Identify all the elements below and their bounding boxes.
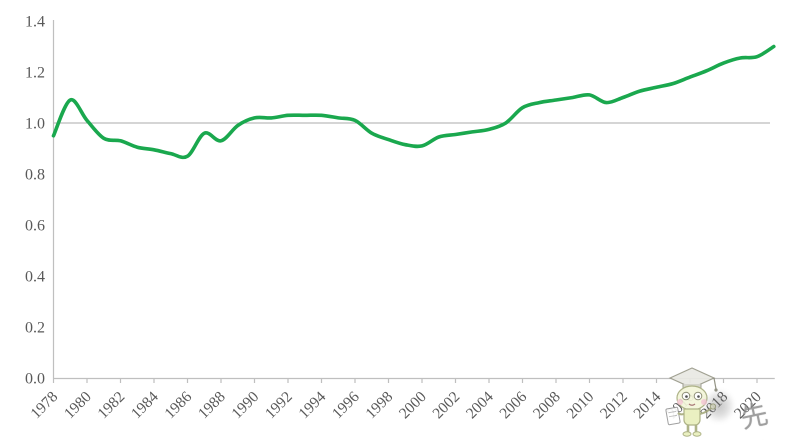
x-tick-label: 1988	[195, 388, 229, 422]
x-tick-label: 1978	[27, 388, 61, 422]
y-tick-label: 1.4	[25, 14, 45, 31]
y-tick-label: 0.8	[25, 167, 45, 184]
series-line	[51, 44, 776, 160]
x-tick-label: 2004	[463, 388, 497, 422]
x-tick-label: 1980	[61, 388, 95, 422]
x-tick-label: 2014	[630, 388, 664, 422]
y-tick-label: 0.4	[25, 269, 45, 286]
x-tick-label: 1984	[128, 388, 162, 422]
x-tick-label: 1996	[329, 388, 363, 422]
x-tick-label: 1982	[94, 388, 128, 422]
x-tick-label: 2018	[697, 388, 731, 422]
y-tick-label: 0.0	[25, 371, 45, 388]
x-tick-label: 2002	[429, 388, 463, 422]
x-tick-label: 2020	[731, 388, 765, 422]
x-tick-label: 2006	[496, 388, 530, 422]
x-tick-label: 2010	[563, 388, 597, 422]
x-tick-label: 2016	[664, 388, 698, 422]
x-tick-label: 2008	[530, 388, 564, 422]
x-tick-label: 1998	[362, 388, 396, 422]
y-tick-label: 0.6	[25, 218, 45, 235]
y-tick-label: 1.0	[25, 116, 45, 133]
x-tick-label: 1994	[295, 388, 329, 422]
y-tick-label: 0.2	[25, 320, 45, 337]
x-tick-label: 1990	[228, 388, 262, 422]
x-tick-label: 2012	[597, 388, 631, 422]
y-tick-label: 1.2	[25, 65, 45, 82]
x-tick-label: 2000	[396, 388, 430, 422]
x-tick-label: 1986	[161, 388, 195, 422]
x-tick-label: 1992	[262, 388, 296, 422]
